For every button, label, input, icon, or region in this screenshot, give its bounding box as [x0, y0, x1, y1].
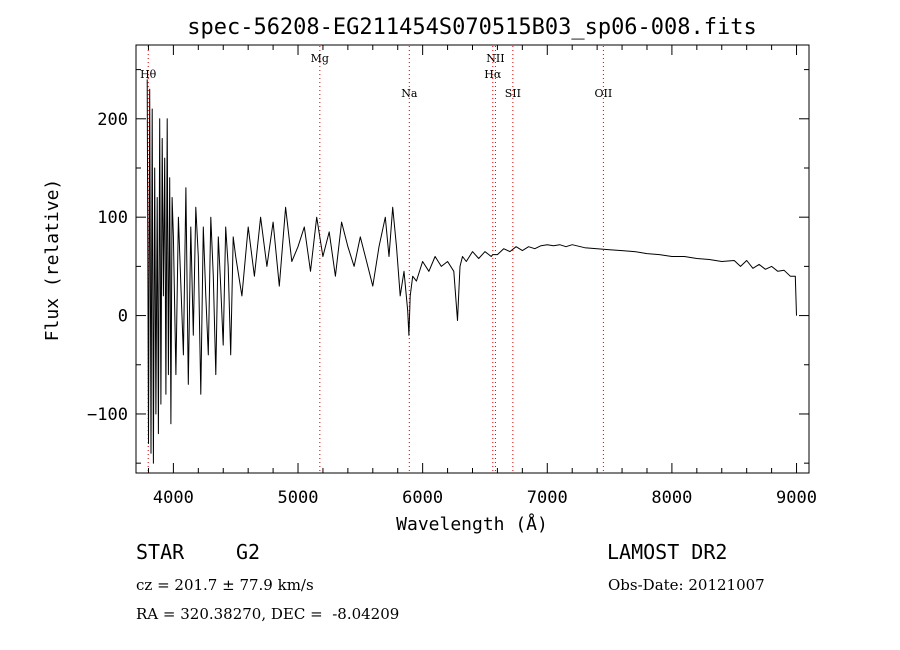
- marker-label-2: Na: [401, 87, 418, 100]
- observation-date: Obs-Date: 20121007: [608, 576, 765, 594]
- spectrum-series: [146, 79, 797, 464]
- survey-name: LAMOST DR2: [607, 540, 728, 564]
- marker-label-6: OII: [595, 87, 613, 100]
- marker-label-3: NII: [486, 52, 504, 65]
- marker-label-4: Hα: [484, 68, 502, 81]
- y-tick-label-0: −100: [87, 405, 128, 425]
- axis-ticks: 4000 5000 6000 7000 8000 9000 −100 0 100 200: [87, 45, 817, 508]
- x-tick-label-5: 9000: [776, 488, 817, 508]
- y-tick-label-2: 100: [97, 208, 128, 228]
- y-tick-label-1: 0: [118, 307, 128, 327]
- marker-label-1: Mg: [311, 52, 329, 65]
- marker-label-5: SII: [505, 87, 521, 100]
- chart-title: spec-56208-EG211454S070515B03_sp06-008.f…: [187, 15, 757, 40]
- x-tick-label-2: 6000: [402, 488, 443, 508]
- velocity-readout: cz = 201.7 ± 77.9 km/s: [136, 576, 314, 594]
- x-tick-label-0: 4000: [153, 488, 194, 508]
- y-axis-label: Flux (relative): [42, 179, 63, 342]
- x-tick-label-4: 8000: [651, 488, 692, 508]
- x-tick-label-1: 5000: [278, 488, 319, 508]
- object-class: STAR: [136, 540, 185, 564]
- marker-label-0: Hθ: [140, 68, 157, 81]
- coordinates-readout: RA = 320.38270, DEC = -8.04209: [136, 605, 400, 623]
- object-subclass: G2: [236, 540, 261, 564]
- x-tick-label-3: 7000: [527, 488, 568, 508]
- x-axis-label: Wavelength (Å): [396, 513, 548, 535]
- spectrum-line-0: [146, 79, 797, 464]
- y-tick-label-3: 200: [97, 110, 128, 130]
